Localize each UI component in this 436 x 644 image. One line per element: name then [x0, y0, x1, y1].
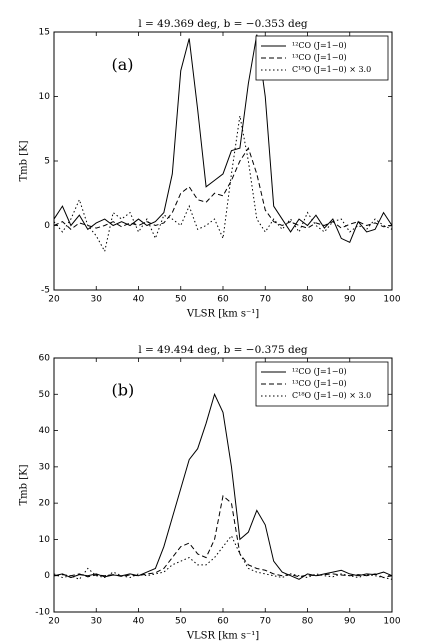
- legend-label: C¹⁸O (J=1−0) × 3.0: [292, 391, 371, 400]
- x-tick-label: 70: [260, 295, 272, 305]
- x-tick-label: 30: [91, 295, 103, 305]
- x-tick-label: 50: [175, 295, 187, 305]
- series-line: [53, 115, 393, 253]
- series-line: [53, 534, 393, 580]
- y-tick-label: 30: [39, 462, 51, 472]
- y-tick-label: 10: [39, 535, 51, 545]
- series-line: [53, 392, 393, 580]
- x-tick-label: 80: [302, 295, 314, 305]
- x-tick-label: 40: [133, 295, 145, 305]
- panel-label: (a): [111, 55, 133, 74]
- x-tick-label: 60: [217, 617, 229, 627]
- y-tick-label: -5: [41, 286, 50, 296]
- legend-label: ¹²CO (J=1−0): [292, 41, 347, 50]
- chart-title: l = 49.369 deg, b = −0.353 deg: [138, 18, 308, 30]
- y-axis-label: Tmb [K]: [19, 140, 30, 181]
- x-axis-label: VLSR [km s⁻¹]: [186, 309, 259, 320]
- series-line: [53, 146, 393, 231]
- plot-frame: [53, 31, 393, 291]
- y-axis-label: Tmb [K]: [19, 464, 30, 505]
- x-tick-label: 70: [260, 617, 272, 627]
- y-tick-label: 0: [44, 571, 50, 581]
- plot-frame: [53, 357, 393, 613]
- panel-label: (b): [111, 381, 134, 400]
- y-tick-label: 20: [39, 499, 51, 509]
- y-tick-label: 40: [39, 426, 51, 436]
- y-tick-label: 5: [44, 157, 50, 167]
- x-tick-label: 100: [383, 617, 400, 627]
- legend-label: C¹⁸O (J=1−0) × 3.0: [292, 65, 371, 74]
- legend-label: ¹³CO (J=1−0): [292, 379, 347, 388]
- x-tick-label: 20: [48, 295, 60, 305]
- x-tick-label: 90: [344, 295, 356, 305]
- y-tick-label: -10: [35, 608, 50, 618]
- series-line: [53, 494, 393, 579]
- x-tick-label: 40: [133, 617, 145, 627]
- x-tick-label: 60: [217, 295, 229, 305]
- y-tick-label: 0: [44, 221, 50, 231]
- legend-label: ¹²CO (J=1−0): [292, 367, 347, 376]
- chart-title: l = 49.494 deg, b = −0.375 deg: [138, 344, 308, 356]
- y-tick-label: 50: [39, 390, 51, 400]
- x-tick-label: 90: [344, 617, 356, 627]
- x-axis-label: VLSR [km s⁻¹]: [186, 631, 259, 642]
- y-tick-label: 10: [39, 92, 51, 102]
- x-tick-label: 100: [383, 295, 400, 305]
- x-tick-label: 80: [302, 617, 314, 627]
- y-tick-label: 60: [39, 354, 51, 364]
- x-tick-label: 20: [48, 617, 60, 627]
- x-tick-label: 50: [175, 617, 187, 627]
- x-tick-label: 30: [91, 617, 103, 627]
- y-tick-label: 15: [39, 28, 50, 38]
- legend-label: ¹³CO (J=1−0): [292, 53, 347, 62]
